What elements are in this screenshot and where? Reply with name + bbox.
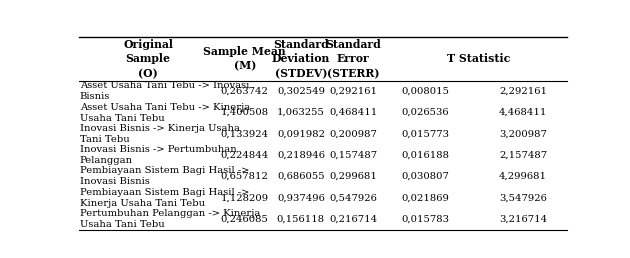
Text: 0,026536: 0,026536 bbox=[401, 108, 449, 117]
Text: 0,299681: 0,299681 bbox=[329, 172, 377, 181]
Text: T Statistic: T Statistic bbox=[447, 53, 511, 64]
Text: Inovasi Bisnis -> Pertumbuhan
Pelanggan: Inovasi Bisnis -> Pertumbuhan Pelanggan bbox=[80, 145, 236, 165]
Text: 0,015783: 0,015783 bbox=[401, 214, 449, 223]
Text: 0,937496: 0,937496 bbox=[277, 193, 325, 202]
Text: 0,021869: 0,021869 bbox=[401, 193, 449, 202]
Text: 0,302549: 0,302549 bbox=[277, 87, 325, 96]
Text: 2,157487: 2,157487 bbox=[499, 151, 547, 160]
Text: 3,216714: 3,216714 bbox=[499, 214, 547, 223]
Text: 3,547926: 3,547926 bbox=[499, 193, 547, 202]
Text: Inovasi Bisnis -> Kinerja Usaha
Tani Tebu: Inovasi Bisnis -> Kinerja Usaha Tani Teb… bbox=[80, 124, 240, 144]
Text: 0,091982: 0,091982 bbox=[277, 129, 325, 138]
Text: 1,063255: 1,063255 bbox=[277, 108, 325, 117]
Text: 0,030807: 0,030807 bbox=[401, 172, 449, 181]
Text: Asset Usaha Tani Tebu -> Inovasi
Bisnis: Asset Usaha Tani Tebu -> Inovasi Bisnis bbox=[80, 81, 249, 101]
Text: 0,224844: 0,224844 bbox=[220, 151, 269, 160]
Text: 1,400508: 1,400508 bbox=[220, 108, 269, 117]
Text: Pembiayaan Sistem Bagi Hasil ->
Inovasi Bisnis: Pembiayaan Sistem Bagi Hasil -> Inovasi … bbox=[80, 166, 249, 187]
Text: 4,468411: 4,468411 bbox=[499, 108, 547, 117]
Text: 0,133924: 0,133924 bbox=[220, 129, 269, 138]
Text: Asset Usaha Tani Tebu -> Kinerja
Usaha Tani Tebu: Asset Usaha Tani Tebu -> Kinerja Usaha T… bbox=[80, 102, 250, 123]
Text: 0,468411: 0,468411 bbox=[329, 108, 377, 117]
Text: 0,156118: 0,156118 bbox=[277, 214, 325, 223]
Text: Pembiayaan Sistem Bagi Hasil ->
Kinerja Usaha Tani Tebu: Pembiayaan Sistem Bagi Hasil -> Kinerja … bbox=[80, 188, 249, 208]
Text: 0,246085: 0,246085 bbox=[221, 214, 268, 223]
Text: Sample Mean
(M): Sample Mean (M) bbox=[203, 46, 286, 71]
Text: 3,200987: 3,200987 bbox=[499, 129, 547, 138]
Text: Standard
Error
(STERR): Standard Error (STERR) bbox=[325, 39, 381, 79]
Text: 0,016188: 0,016188 bbox=[401, 151, 449, 160]
Text: 2,292161: 2,292161 bbox=[499, 87, 547, 96]
Text: 0,216714: 0,216714 bbox=[329, 214, 377, 223]
Text: 0,657812: 0,657812 bbox=[221, 172, 268, 181]
Text: 0,547926: 0,547926 bbox=[329, 193, 377, 202]
Text: 0,157487: 0,157487 bbox=[329, 151, 377, 160]
Text: 1,128209: 1,128209 bbox=[220, 193, 269, 202]
Text: 4,299681: 4,299681 bbox=[499, 172, 547, 181]
Text: 0,263742: 0,263742 bbox=[221, 87, 268, 96]
Text: 0,292161: 0,292161 bbox=[329, 87, 377, 96]
Text: 0,686055: 0,686055 bbox=[277, 172, 324, 181]
Text: 0,008015: 0,008015 bbox=[401, 87, 449, 96]
Text: 0,015773: 0,015773 bbox=[401, 129, 449, 138]
Text: Standard
Deviation
(STDEV): Standard Deviation (STDEV) bbox=[272, 39, 330, 79]
Text: Original
Sample
(O): Original Sample (O) bbox=[123, 39, 173, 79]
Text: 0,200987: 0,200987 bbox=[329, 129, 377, 138]
Text: Pertumbuhan Pelanggan -> Kinerja
Usaha Tani Tebu: Pertumbuhan Pelanggan -> Kinerja Usaha T… bbox=[80, 209, 260, 229]
Text: 0,218946: 0,218946 bbox=[277, 151, 325, 160]
